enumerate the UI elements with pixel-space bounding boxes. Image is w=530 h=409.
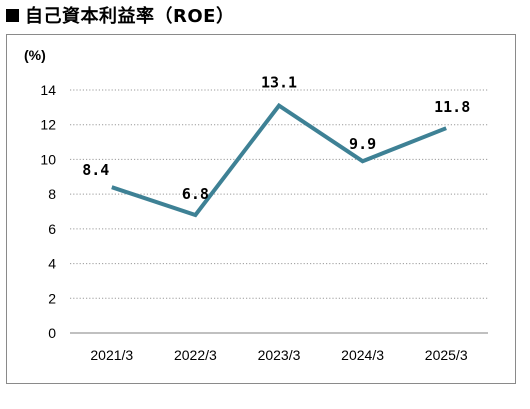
- y-tick-label: 10: [40, 151, 56, 167]
- y-tick-label: 14: [40, 82, 56, 98]
- y-axis-unit-label: (%): [24, 47, 46, 63]
- x-tick-label: 2023/3: [258, 347, 301, 363]
- y-tick-label: 2: [48, 290, 56, 306]
- data-label: 9.9: [349, 135, 376, 153]
- data-label: 13.1: [261, 74, 297, 92]
- x-tick-label: 2022/3: [174, 347, 217, 363]
- x-axis-ticks: 2021/3 2022/3 2023/3 2024/3 2025/3: [90, 347, 467, 363]
- data-labels: 8.4 6.8 13.1 9.9 11.8: [82, 74, 470, 203]
- y-tick-label: 12: [40, 117, 56, 133]
- chart-title-text: 自己資本利益率（ROE）: [25, 6, 235, 27]
- roe-series-line: [111, 102, 447, 218]
- x-tick-label: 2025/3: [425, 347, 468, 363]
- data-label: 6.8: [182, 185, 209, 203]
- x-tick-label: 2021/3: [90, 347, 133, 363]
- square-bullet-icon: [6, 8, 19, 22]
- x-tick-label: 2024/3: [341, 347, 384, 363]
- chart-title: 自己資本利益率（ROE）: [6, 3, 234, 27]
- gridlines: [70, 89, 488, 334]
- data-label: 11.8: [434, 98, 470, 116]
- series-line-group: [111, 102, 447, 218]
- y-tick-label: 6: [48, 221, 56, 237]
- data-label: 8.4: [82, 161, 109, 179]
- y-tick-label: 0: [48, 325, 56, 341]
- y-tick-label: 4: [48, 256, 56, 272]
- y-axis-ticks: 0 2 4 6 8 10 12 14: [40, 82, 56, 341]
- chart-frame: [6, 34, 516, 384]
- y-tick-label: 8: [48, 186, 56, 202]
